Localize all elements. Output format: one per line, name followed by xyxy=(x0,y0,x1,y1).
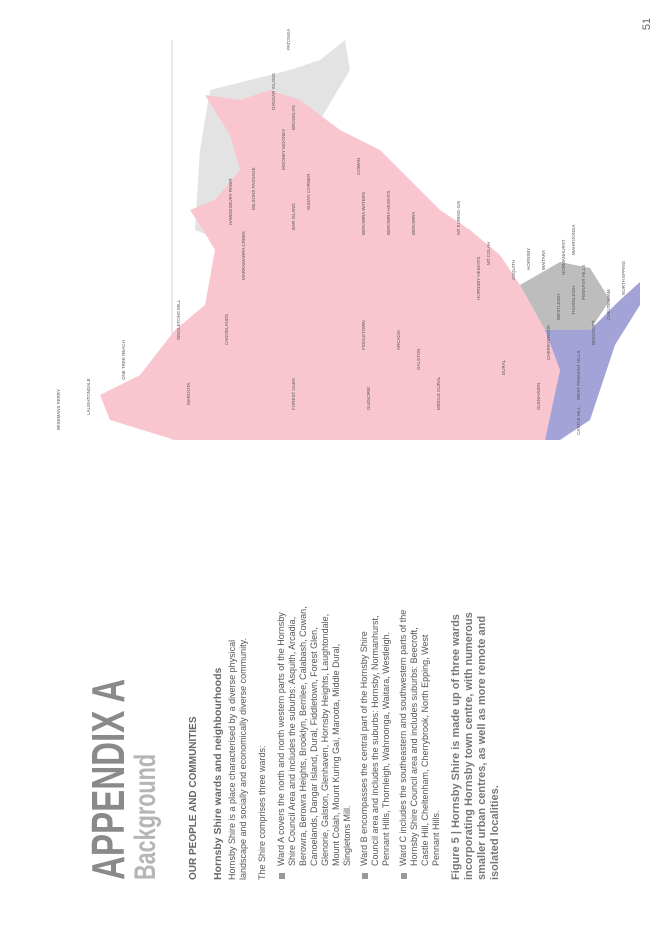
map-label: PENNANT HILLS xyxy=(581,265,586,300)
bullet: Ward A covers the north and north wester… xyxy=(276,606,352,866)
map-label: SINGLETONS MILL xyxy=(176,299,181,340)
map-label: WAHROONGA xyxy=(571,225,576,255)
map-label: BAR ISLAND xyxy=(291,202,296,230)
map-label: ARCADIA xyxy=(396,330,401,350)
map-label: BEROWRA HEIGHTS xyxy=(386,191,391,235)
subtitle: Background xyxy=(129,753,162,880)
map-label: HAWKESBURY RIVER xyxy=(228,178,233,225)
map-label: MOONEY MOONEY xyxy=(281,129,286,170)
map-label: MIDDLE DURAL xyxy=(436,376,441,410)
map-label: GLENORIE xyxy=(366,387,371,410)
map-label: FIDDLETOWN xyxy=(361,320,366,350)
subheading: Hornsby Shire wards and neighbourhoods xyxy=(212,667,224,880)
map-label: GLENHAVEN xyxy=(536,383,541,410)
title: APPENDIX A xyxy=(82,678,134,880)
text-column: APPENDIX A Background OUR PEOPLE AND COM… xyxy=(82,605,502,880)
ward-a xyxy=(100,90,560,440)
bullet: Ward C includes the southeastern and sou… xyxy=(398,605,442,866)
map-label: BROOKLYN xyxy=(291,105,296,130)
map-label: ASQUITH xyxy=(511,260,516,280)
map-label: LAUGHTONDALE xyxy=(86,378,91,415)
map-label: CANOELANDS xyxy=(224,314,229,345)
paragraph: Hornsby Shire is a place characterised b… xyxy=(227,638,248,880)
map-label: CASTLE HILL xyxy=(576,406,581,435)
map-label: CHELTENHAM xyxy=(606,289,611,320)
map-label: HORNSBY HEIGHTS xyxy=(476,257,481,300)
map-label: COWAN xyxy=(356,158,361,175)
map-label: MARRAMARRA CREEK xyxy=(241,231,246,280)
map-label: WESTLEIGH xyxy=(556,293,561,320)
map-label: WISEMANS FERRY xyxy=(56,389,61,430)
map-label: HORNSBY xyxy=(526,248,531,270)
map-label: DANGAR ISLAND xyxy=(271,72,276,110)
map-label: BEROWRA WATERS xyxy=(361,192,366,235)
map-label: BEECROFT xyxy=(591,320,596,345)
map-label: BEROWRA xyxy=(411,212,416,235)
map-label: ONE TREE REACH xyxy=(121,340,126,380)
map-label: FOREST GLEN xyxy=(291,378,296,410)
map-label: MT KURING-GAI xyxy=(456,201,461,235)
map-label: SUNNY CORNER xyxy=(306,173,311,210)
map-label: NORTH EPPING xyxy=(621,260,626,295)
map-label: MILSONS PASSAGE xyxy=(251,167,256,210)
map-label: GALSTON xyxy=(416,349,421,370)
map-label: PATONGA xyxy=(286,29,291,50)
map-label: CHERRYBROOK xyxy=(546,325,551,360)
bullet-list: Ward A covers the north and north wester… xyxy=(276,605,442,880)
page-number: 51 xyxy=(641,18,653,30)
ward-b xyxy=(520,262,610,340)
section-heading: OUR PEOPLE AND COMMUNITIES xyxy=(188,716,199,880)
map-label: DURAL xyxy=(501,359,506,375)
map-label: NORMANHURST xyxy=(561,239,566,275)
caption: Figure 5 | Hornsby Shire is made up of t… xyxy=(450,612,501,880)
map-label: WAITARA xyxy=(541,250,546,270)
map-label: THORNLEIGH xyxy=(571,285,576,315)
ward-c xyxy=(545,282,640,440)
bullet: Ward B encompasses the central part of t… xyxy=(359,605,392,866)
paragraph: The Shire comprises three wards: xyxy=(257,745,267,880)
map-label: MAROOTA xyxy=(186,383,191,405)
map-label: MT COLAH xyxy=(486,242,491,265)
map-label: WEST PENNANT HILLS xyxy=(576,351,581,400)
